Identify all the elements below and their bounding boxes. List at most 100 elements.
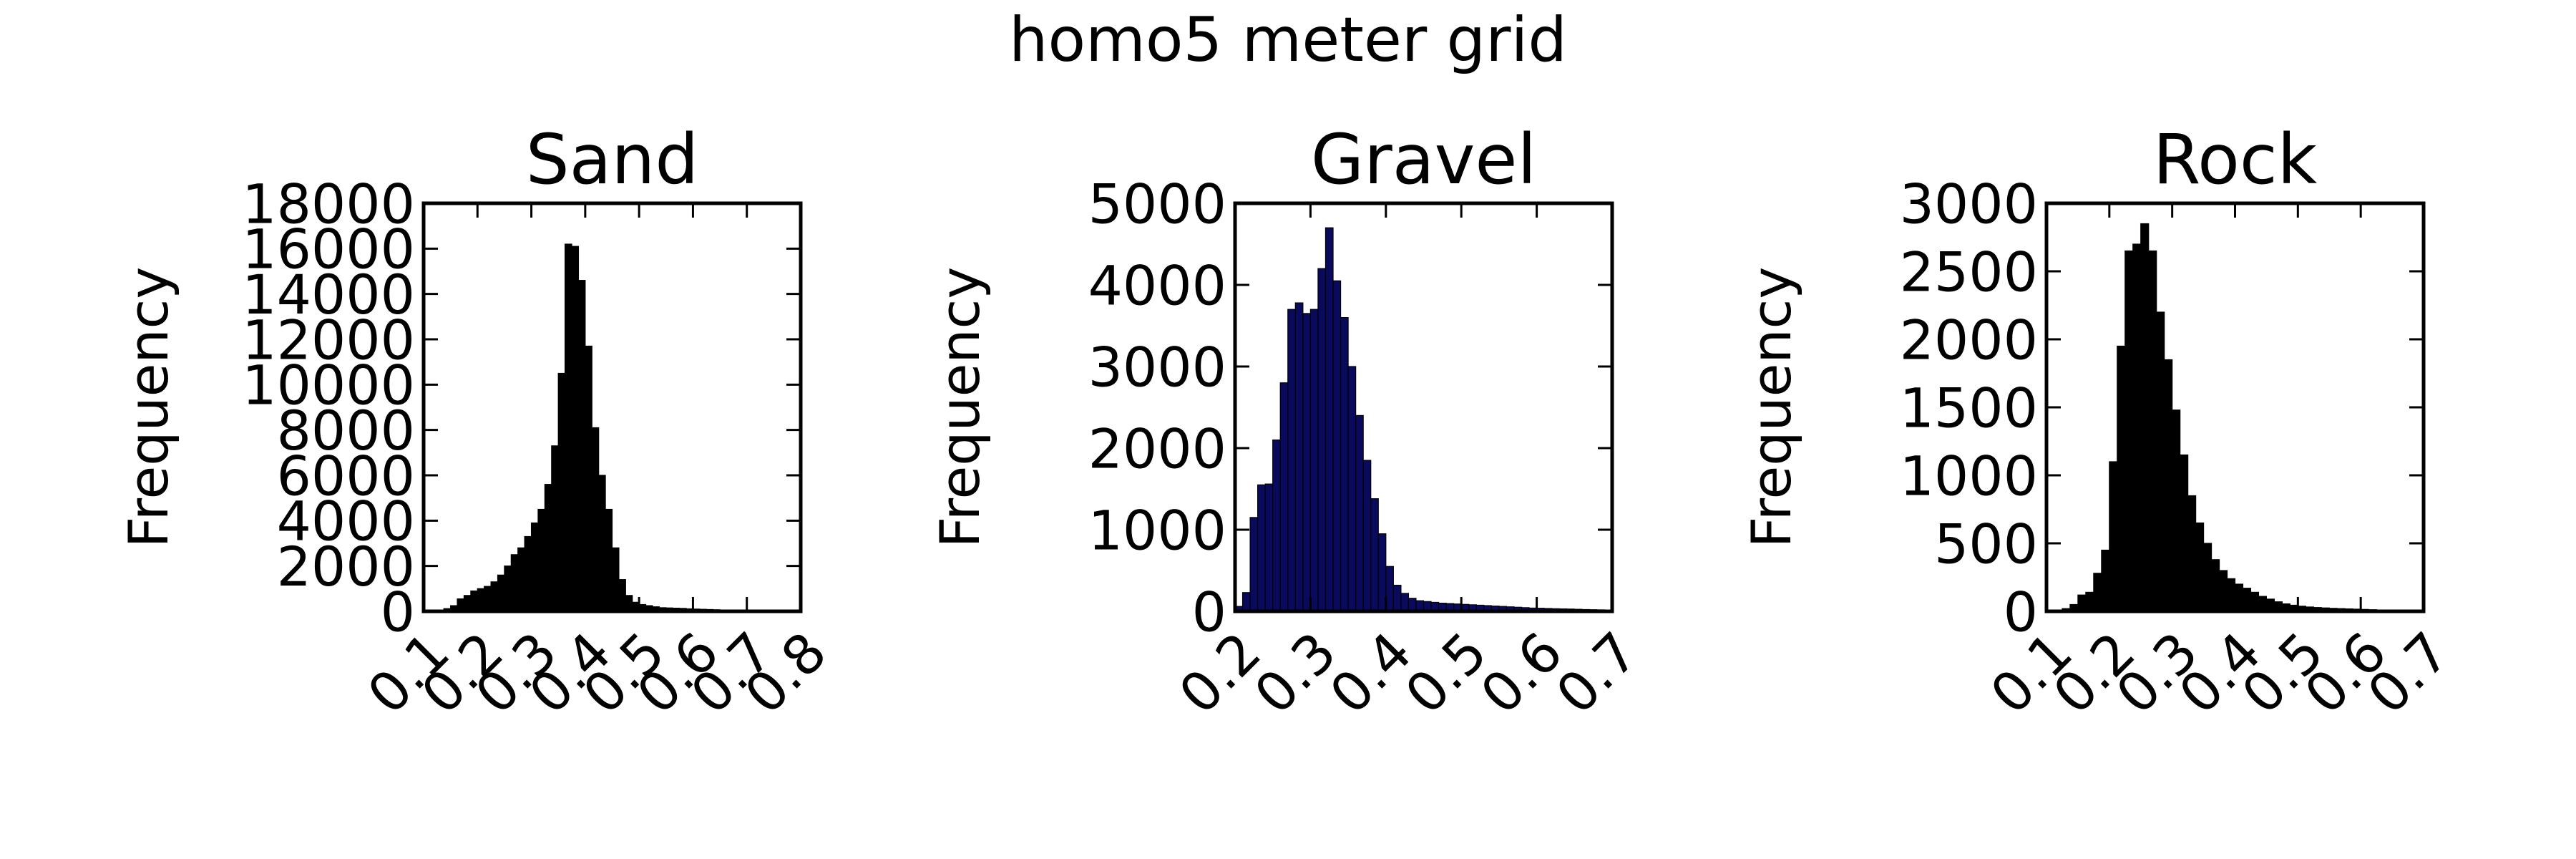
histogram-bar [510,554,519,612]
histogram-bar [1294,302,1304,612]
histogram-bar [2218,570,2228,612]
histogram-bar [1400,593,1410,612]
histogram-bar [2077,594,2087,612]
figure-title: homo5 meter grid [1008,4,1567,76]
histogram-bar [1324,227,1334,612]
histogram-bar [2085,591,2094,612]
histogram-bar [2250,591,2260,612]
subplot-rock: 0500100015002000250030000.10.20.30.40.50… [1740,120,2462,726]
histogram-bar [2226,578,2236,612]
x-tick-label: 0.7 [1543,620,1649,726]
histogram-bar [2117,345,2126,612]
histogram-bar [551,445,559,612]
histogram-bar [2202,543,2212,612]
histogram-bar [585,345,592,612]
histogram-bar [1249,517,1259,612]
histogram-bar [2180,454,2189,612]
histogram-bar [2242,588,2252,612]
histogram-bar [2172,409,2181,612]
histogram-bar [2101,549,2110,612]
plot-frame [421,201,803,613]
y-tick-label: 0 [2004,580,2038,644]
subplot-sand: 0200040006000800010000120001400016000180… [117,120,839,726]
y-tick-label: 18000 [242,172,415,236]
histogram-bar [484,586,492,612]
histogram-bar [1377,533,1387,612]
histogram-bar [1257,484,1266,612]
histogram-bar [2187,495,2197,612]
histogram-bar [2164,359,2173,612]
histogram-bar [2093,573,2102,612]
histogram-bar [2124,250,2134,612]
histogram-bar [1362,460,1372,612]
bars [1234,227,1613,612]
histogram-bar [571,246,580,612]
histogram-bar [557,372,566,612]
y-axis-label: Frequency [1740,267,1803,548]
histogram-bar [611,547,620,612]
histogram-bar [1355,414,1364,612]
y-tick-label: 5000 [1088,172,1226,236]
histogram-bar [2132,243,2142,612]
histogram-bar [463,595,472,612]
y-tick-label: 14000 [242,263,415,326]
histogram-bar [2148,250,2157,612]
y-tick-label: 8000 [277,399,415,462]
histogram-bar [1241,592,1251,612]
histogram-bar [565,243,572,612]
y-tick-label: 4000 [1088,253,1226,317]
y-tick-label: 4000 [277,490,415,553]
y-tick-label: 500 [1934,512,2038,576]
histogram-bar [1317,268,1327,612]
histogram-bar [490,581,499,612]
histogram-bar [605,508,613,612]
histogram-bar [2210,559,2220,612]
y-tick-label: 0 [381,580,415,644]
x-tick-label: 0.7 [2355,620,2461,726]
histogram-bar [544,484,552,612]
histogram-bar [1340,317,1349,612]
y-tick-label: 6000 [277,444,415,508]
histogram-bar [1332,280,1342,612]
histogram-bar [2109,461,2118,612]
histogram-bar [504,566,512,612]
y-tick-label: 1000 [1088,498,1226,562]
y-axis-label: Frequency [928,267,992,548]
histogram-bar [2140,223,2150,612]
y-tick-label: 2500 [1900,240,2038,304]
y-tick-label: 2000 [277,535,415,598]
histogram-bar [2195,522,2205,612]
histogram-bar [1272,439,1281,612]
y-tick-label: 12000 [242,308,415,372]
y-tick-label: 3000 [1088,335,1226,399]
bars [423,243,801,612]
histogram-bar [618,579,626,612]
histogram-bar [2156,311,2165,612]
subplot-title: Gravel [1311,120,1536,200]
histogram-bar [537,508,545,612]
histogram-bar [1309,309,1319,612]
histogram-bar [1392,584,1402,612]
y-tick-label: 10000 [242,354,415,417]
histogram-bar [2258,596,2268,612]
histogram-bar [1385,566,1394,612]
plot-frame [1233,201,1614,613]
histogram-bar [625,595,633,612]
y-tick-label: 2000 [1088,417,1226,480]
subplot-gravel: 0100020003000400050000.20.30.40.50.60.7G… [928,120,1650,726]
histogram-bar [591,427,600,612]
histogram-bar [1279,382,1289,612]
histogram-bar [1264,483,1274,612]
histogram-bar [1407,598,1417,612]
y-tick-label: 1000 [1900,444,2038,508]
y-axis-label: Frequency [117,267,180,548]
y-tick-label: 16000 [242,218,415,281]
histogram-bar [457,598,465,612]
y-tick-label: 2000 [1900,308,2038,372]
histogram-bar [1287,309,1296,612]
histogram-bar [577,280,586,612]
histogram-bar [1370,498,1379,612]
histogram-bar [517,547,525,612]
bars [2046,223,2424,612]
